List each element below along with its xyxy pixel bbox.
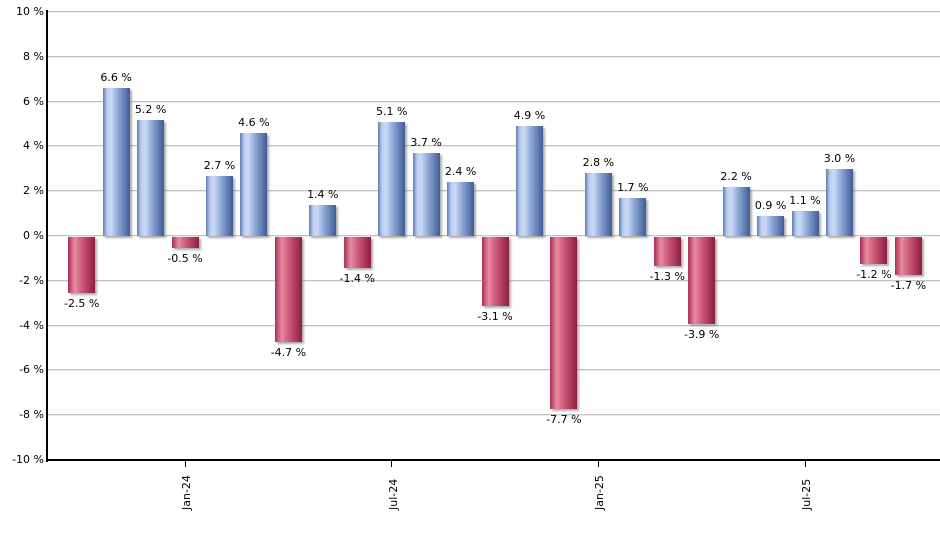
y-axis-tick-label: -6 % (19, 363, 44, 377)
bar-value-label: 4.6 % (238, 115, 270, 129)
x-tick (804, 461, 806, 467)
bar-value-label: -1.3 % (649, 270, 685, 284)
bar-value-label: 1.1 % (789, 194, 821, 208)
bar-Jun-24 (343, 237, 371, 269)
y-axis-tick-label: -8 % (19, 408, 44, 422)
x-axis-tick-label: Jul-25 (800, 478, 814, 510)
x-axis-line (46, 459, 940, 461)
bar-value-label: 4.9 % (513, 109, 546, 123)
bar-Oct-23 (68, 237, 96, 293)
y-axis-tick-label: 8 % (23, 49, 44, 63)
bar-value-label: 3.7 % (410, 136, 442, 150)
bar-Feb-24 (205, 175, 233, 236)
bar-Feb-25 (619, 197, 647, 236)
bar-Oct-24 (481, 237, 509, 307)
gridline (47, 100, 940, 103)
bar-value-label: 1.7 % (617, 180, 649, 194)
y-axis-tick-label: 2 % (23, 184, 44, 198)
bar-Oct-25 (894, 237, 922, 276)
gridline (47, 190, 940, 193)
bar-value-label: 2.7 % (203, 158, 236, 172)
y-axis-tick-label: -2 % (19, 273, 44, 287)
bar-Apr-25 (688, 237, 716, 325)
bar-value-label: 1.4 % (307, 187, 339, 201)
y-axis-tick-label: 0 % (23, 229, 44, 242)
bar-Sep-24 (447, 182, 475, 236)
bar-Dec-24 (550, 237, 578, 410)
bar-value-label: 6.6 % (100, 71, 132, 85)
gridline (47, 55, 940, 58)
gridline (47, 145, 940, 148)
gridline (47, 369, 940, 372)
bar-Aug-24 (412, 153, 440, 236)
bar-value-label: 2.2 % (720, 169, 752, 183)
bar-Jul-25 (791, 211, 819, 236)
gridline (47, 324, 940, 327)
y-axis-tick-label: -4 % (19, 318, 44, 332)
bar-Jan-24 (171, 237, 199, 249)
bar-value-label: -1.4 % (339, 272, 375, 286)
bar-Mar-25 (653, 237, 681, 267)
y-axis-tick-label: 10 % (16, 5, 44, 18)
bar-Sep-25 (860, 237, 888, 264)
bar-May-24 (309, 204, 337, 236)
bar-Apr-24 (274, 237, 302, 343)
bar-value-label: -0.5 % (167, 252, 203, 266)
bar-Mar-24 (240, 132, 268, 236)
bar-value-label: 2.4 % (444, 165, 477, 179)
bar-value-label: 0.9 % (754, 198, 787, 212)
bar-Nov-24 (515, 126, 543, 236)
bar-Nov-23 (102, 88, 130, 236)
x-tick (597, 461, 599, 467)
x-tick (184, 461, 186, 467)
gridline (47, 414, 940, 417)
bar-Dec-23 (137, 119, 165, 236)
bar-value-label: -2.5 % (63, 297, 100, 310)
x-tick (391, 461, 393, 467)
y-axis-line (46, 10, 48, 462)
bar-value-label: 2.8 % (582, 156, 615, 170)
bar-Jun-25 (757, 215, 785, 236)
bar-value-label: -3.9 % (683, 328, 720, 342)
gridline (47, 11, 940, 13)
bar-value-label: 3.0 % (823, 151, 856, 165)
bar-value-label: -7.7 % (546, 413, 582, 427)
bar-Aug-25 (825, 168, 853, 236)
bar-May-25 (722, 186, 750, 236)
y-axis-tick-label: -10 % (12, 453, 44, 466)
bar-value-label: -1.7 % (890, 279, 927, 293)
bar-value-label: 5.2 % (134, 102, 167, 116)
bar-Jul-24 (378, 121, 406, 236)
x-axis-tick-label: Jan-24 (180, 475, 194, 510)
x-axis-tick-label: Jul-24 (386, 478, 400, 510)
x-axis-tick-label: Jan-25 (593, 475, 607, 510)
bar-value-label: 5.1 % (375, 104, 408, 118)
bar-value-label: -1.2 % (856, 267, 892, 281)
bar-value-label: -3.1 % (477, 310, 513, 324)
gridline (47, 235, 940, 237)
y-axis-tick-label: 6 % (23, 94, 44, 108)
y-axis-tick-label: 4 % (23, 139, 44, 153)
bar-value-label: -4.7 % (270, 346, 307, 360)
bar-Jan-25 (584, 173, 612, 236)
